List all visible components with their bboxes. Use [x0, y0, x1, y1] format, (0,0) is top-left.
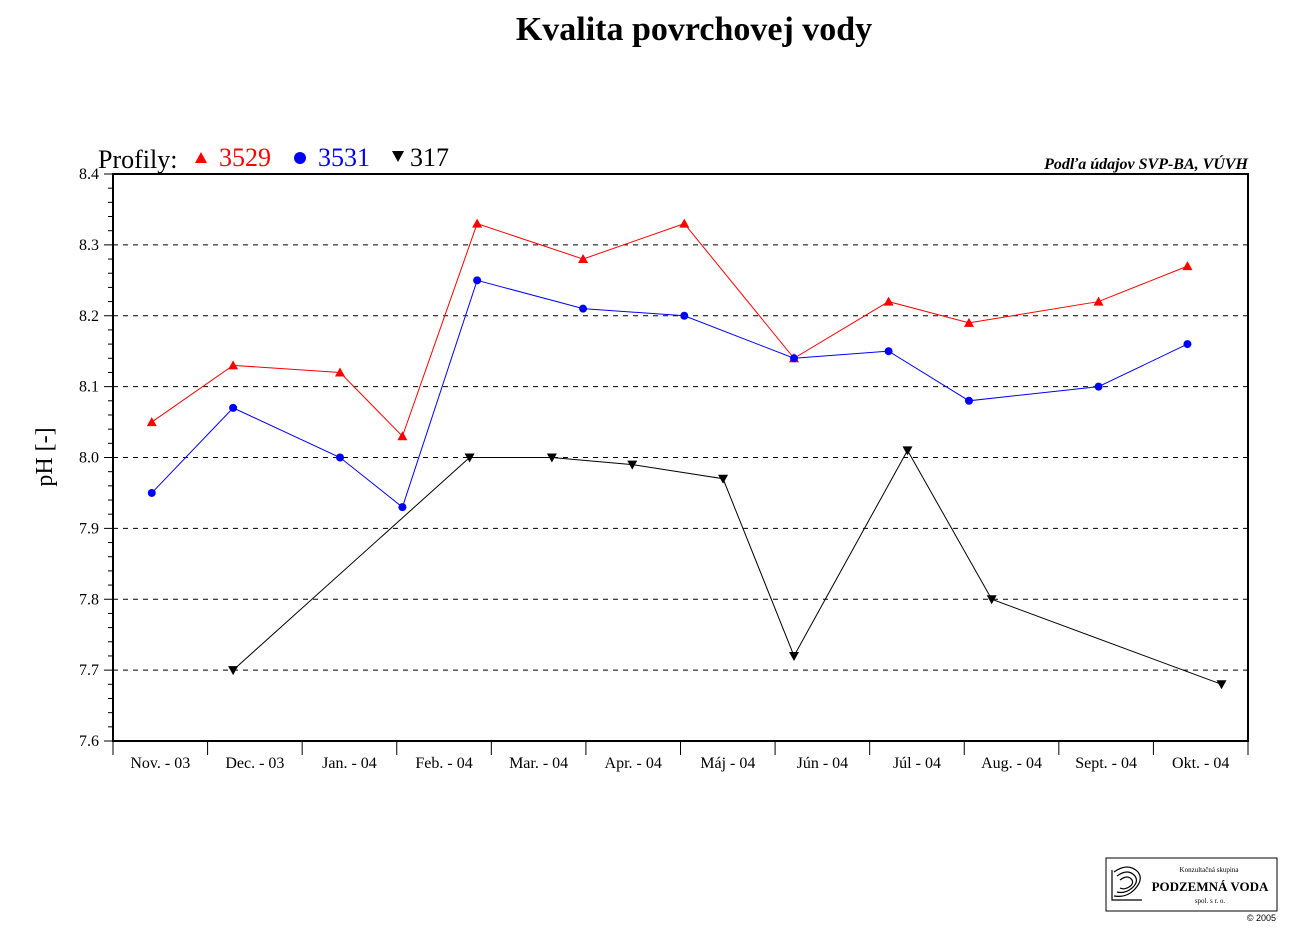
- legend-title: Profily:: [98, 145, 177, 174]
- data-point-3529-8: [883, 296, 894, 306]
- data-point-3531-10: [1094, 382, 1103, 391]
- y-tick-label: 8.4: [79, 166, 99, 183]
- x-tick-label: Dec. - 03: [225, 755, 284, 772]
- legend-marker-317: [392, 151, 404, 162]
- data-point-317-4: [718, 474, 729, 484]
- x-tick-label: Aug. - 04: [981, 755, 1042, 772]
- x-tick-label: Jan. - 04: [322, 755, 377, 772]
- y-tick-label: 8.0: [79, 450, 99, 467]
- legend-entry-3529: 3529: [219, 143, 271, 172]
- y-tick-label: 7.8: [79, 591, 99, 608]
- logo-copyright: © 2005: [1247, 913, 1276, 923]
- series: [146, 218, 1227, 690]
- x-tick-label: Apr. - 04: [605, 755, 662, 772]
- x-tick-label: Sept. - 04: [1075, 755, 1137, 772]
- x-tick-label: Máj - 04: [700, 755, 755, 772]
- data-point-3529-1: [228, 360, 239, 370]
- x-tick-label: Júl - 04: [893, 755, 941, 772]
- legend-entry-317: 317: [410, 143, 449, 172]
- data-point-317-8: [1216, 680, 1227, 690]
- y-ticks: 7.6 7.7 7.8 7.9 8.0 8.1 8.2 8.3 8.4: [79, 166, 113, 750]
- logo-line-3: spol. s r. o.: [1195, 897, 1226, 905]
- data-point-317-2: [546, 453, 557, 463]
- data-point-3531-8: [884, 347, 893, 356]
- data-point-317-3: [627, 460, 638, 470]
- data-point-317-0: [228, 666, 239, 676]
- x-tick-label: Okt. - 04: [1172, 755, 1229, 772]
- data-point-3529-5: [578, 254, 589, 264]
- x-tick-label: Jún - 04: [797, 755, 849, 772]
- x-ticks: Nov. - 03 Dec. - 03 Jan. - 04 Feb. - 04 Mar.…: [112, 741, 1249, 772]
- data-point-3531-4: [473, 276, 482, 285]
- y-tick-label: 7.7: [79, 662, 99, 679]
- data-point-3531-1: [229, 403, 238, 412]
- y-tick-label: 8.2: [79, 308, 99, 325]
- data-point-317-5: [789, 651, 799, 661]
- data-point-3529-9: [963, 317, 974, 327]
- y-tick-label: 8.3: [79, 237, 99, 254]
- data-point-3531-7: [790, 354, 798, 363]
- data-point-317-7: [986, 595, 997, 605]
- series-line-317: [232, 449, 1222, 685]
- data-point-3529-2: [335, 367, 345, 377]
- y-tick-label: 8.1: [79, 379, 99, 396]
- data-point-3529-6: [679, 218, 690, 228]
- data-point-3531-2: [336, 453, 344, 462]
- legend: Profily: 3529 3531 317: [98, 143, 449, 174]
- data-point-3531-9: [964, 396, 973, 405]
- logo-line-1: Konzultačná skupina: [1180, 866, 1240, 874]
- logo-wave-icon: [1111, 866, 1142, 901]
- data-point-3529-10: [1093, 296, 1104, 306]
- x-tick-label: Mar. - 04: [509, 755, 568, 772]
- series-line-3531: [151, 279, 1188, 508]
- legend-marker-3531: [294, 152, 306, 164]
- chart-title: Kvalita povrchovej vody: [516, 11, 872, 48]
- y-tick-label: 7.9: [79, 520, 99, 537]
- data-point-3529-4: [472, 218, 483, 228]
- data-point-3529-11: [1182, 261, 1193, 271]
- y-axis-label: pH [-]: [32, 427, 58, 486]
- data-point-3531-5: [579, 304, 588, 313]
- data-point-317-1: [464, 453, 475, 463]
- x-tick-label: Nov. - 03: [130, 755, 190, 772]
- legend-entry-3531: 3531: [318, 143, 370, 172]
- legend-marker-3529: [195, 152, 207, 163]
- logo-line-2: PODZEMNÁ VODA: [1152, 879, 1269, 894]
- data-point-317-6: [902, 446, 913, 456]
- gridlines: [113, 244, 1248, 671]
- data-point-3531-11: [1183, 340, 1192, 349]
- data-point-3531-3: [398, 503, 407, 512]
- data-point-3531-0: [147, 488, 156, 497]
- data-point-3529-3: [397, 431, 408, 441]
- y-tick-label: 7.6: [79, 733, 99, 750]
- data-point-3529-0: [146, 417, 157, 427]
- x-tick-label: Feb. - 04: [415, 755, 472, 772]
- data-point-3531-6: [680, 311, 689, 320]
- company-logo: Konzultačná skupina PODZEMNÁ VODA spol. …: [1105, 857, 1278, 923]
- series-line-3529: [151, 222, 1188, 438]
- source-note: Podľa údajov SVP-BA, VÚVH: [1043, 154, 1248, 173]
